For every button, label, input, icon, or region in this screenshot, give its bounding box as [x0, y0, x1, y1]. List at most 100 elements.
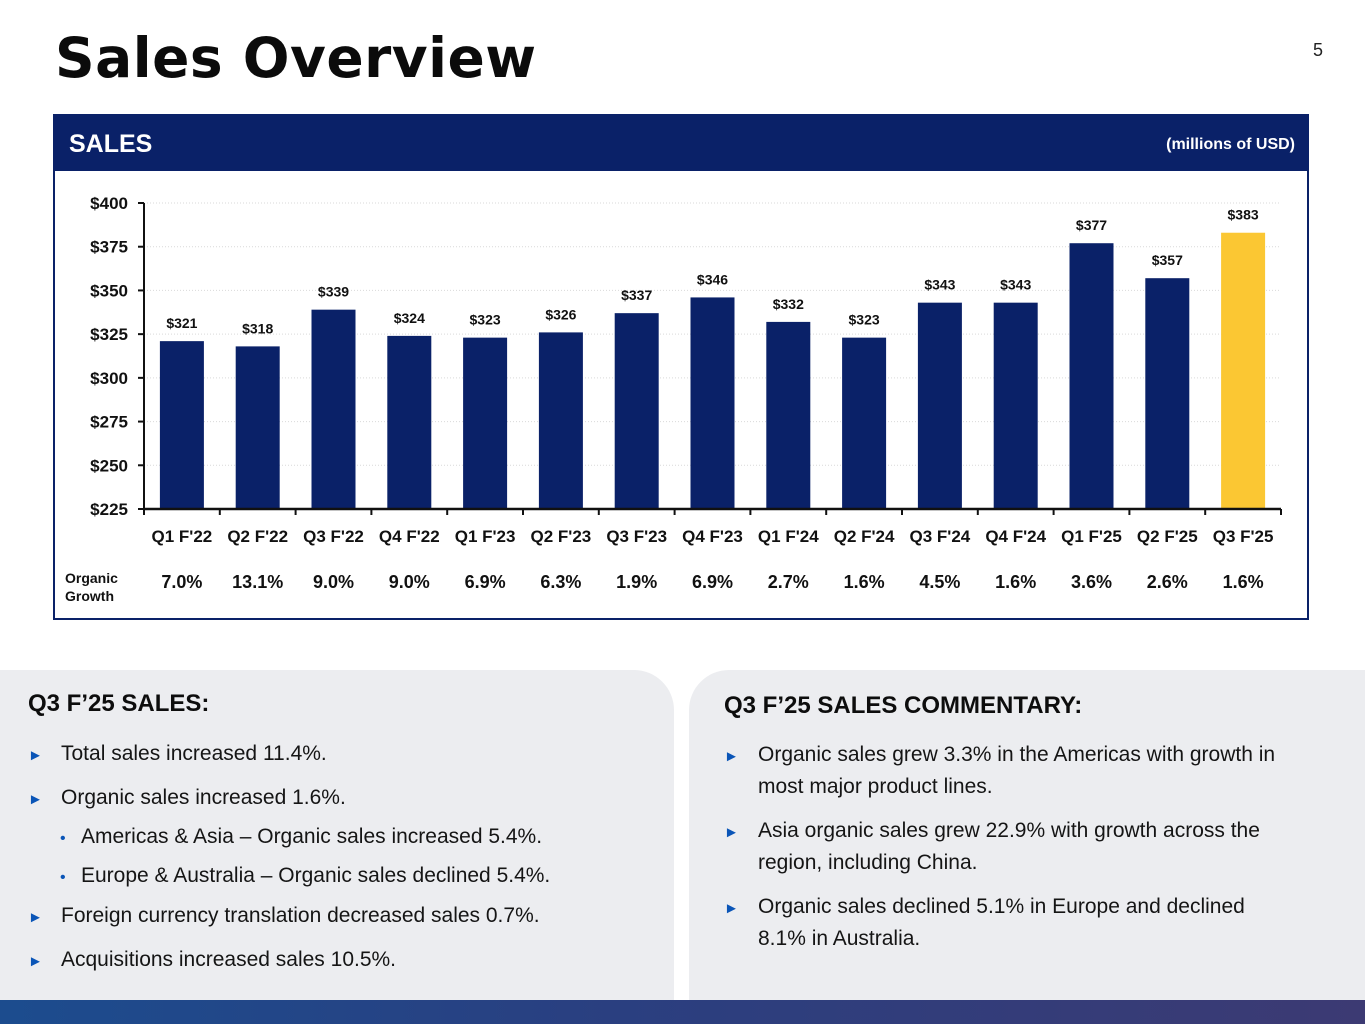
bar-9: [766, 321, 811, 509]
commentary-line: Organic sales declined 5.1% in Europe an…: [758, 895, 1245, 918]
x-tick-label: Q3 F'25: [1213, 527, 1274, 546]
bullet-arrow-icon: ►: [724, 900, 739, 917]
bar-4: [387, 335, 432, 509]
x-tick-label: Q3 F'22: [303, 527, 364, 546]
y-tick-label: $300: [90, 369, 128, 388]
organic-growth-value: 2.6%: [1147, 572, 1188, 592]
commentary-heading: Q3 F’25 SALES COMMENTARY:: [724, 692, 1083, 719]
chart-title: SALES: [69, 130, 153, 158]
bar-value-label: $318: [242, 320, 273, 336]
bar-2: [235, 346, 280, 509]
bar-value-label: $343: [924, 277, 955, 293]
commentary-line: 8.1% in Australia.: [758, 927, 921, 950]
organic-growth-value: 6.9%: [692, 572, 733, 592]
bar-value-label: $332: [773, 296, 804, 312]
bar-value-label: $383: [1228, 207, 1259, 223]
bar-value-label: $337: [621, 287, 652, 303]
bullet-dot-icon: •: [60, 869, 66, 886]
bullet-arrow-icon: ►: [724, 748, 739, 765]
bar-10: [842, 337, 887, 509]
x-tick-label: Q3 F'24: [910, 527, 971, 546]
bar-value-label: $324: [394, 310, 425, 326]
bar-value-label: $326: [545, 306, 576, 322]
x-tick-label: Q1 F'24: [758, 527, 819, 546]
bullet-arrow-icon: ►: [28, 791, 43, 808]
organic-growth-value: 1.9%: [616, 572, 657, 592]
bar-value-label: $377: [1076, 217, 1107, 233]
y-tick-label: $225: [90, 500, 128, 519]
bar-value-label: $323: [470, 312, 501, 328]
organic-growth-value: 13.1%: [232, 572, 283, 592]
x-tick-label: Q2 F'23: [531, 527, 592, 546]
organic-growth-value: 1.6%: [995, 572, 1036, 592]
organic-growth-label: Organic: [65, 570, 118, 586]
sales-sub-bullet: Americas & Asia – Organic sales increase…: [81, 825, 543, 848]
bar-11: [917, 302, 962, 509]
sales-commentary-panel: Q3 F’25 SALES COMMENTARY: ► Organic sale…: [689, 670, 1365, 1002]
sales-chart-panel: $225 $250 $275 $300 $325 $350 $375 $400 $321 $318…: [53, 114, 1309, 620]
x-tick-label: Q2 F'24: [834, 527, 895, 546]
y-tick-label: $325: [90, 325, 128, 344]
bar-13: [1069, 243, 1114, 509]
y-tick-label: $375: [90, 238, 128, 257]
bar-12: [993, 302, 1038, 509]
chart-unit: (millions of USD): [1166, 136, 1295, 153]
bar-value-label: $346: [697, 271, 728, 287]
organic-growth-value: 1.6%: [1223, 572, 1264, 592]
organic-growth-value: 1.6%: [844, 572, 885, 592]
organic-growth-value: 7.0%: [161, 572, 202, 592]
page-number: 5: [1312, 40, 1323, 60]
organic-growth-value: 6.3%: [540, 572, 581, 592]
bar-8: [690, 297, 735, 509]
bullet-dot-icon: •: [60, 830, 66, 847]
x-tick-label: Q3 F'23: [606, 527, 667, 546]
x-tick-label: Q4 F'23: [682, 527, 743, 546]
x-tick-label: Q2 F'22: [227, 527, 288, 546]
bar-value-label: $339: [318, 284, 349, 300]
bar-6: [538, 332, 583, 509]
commentary-line: most major product lines.: [758, 775, 993, 798]
commentary-line: Organic sales grew 3.3% in the Americas …: [758, 743, 1276, 766]
bar-value-label: $357: [1152, 252, 1183, 268]
bar-7: [614, 313, 659, 509]
organic-growth-value: 6.9%: [465, 572, 506, 592]
x-tick-label: Q1 F'23: [455, 527, 516, 546]
x-tick-label: Q1 F'25: [1061, 527, 1122, 546]
x-tick-label: Q4 F'24: [985, 527, 1046, 546]
y-tick-label: $400: [90, 194, 128, 213]
bar-1: [159, 341, 204, 509]
bar-value-label: $323: [849, 312, 880, 328]
footer-bar: [0, 1000, 1365, 1024]
bar-3: [311, 309, 356, 509]
bar-value-label: $321: [166, 315, 197, 331]
bar-value-label: $343: [1000, 277, 1031, 293]
sales-bullet: Organic sales increased 1.6%.: [61, 786, 346, 809]
chart-header: SALES (millions of USD): [55, 116, 1307, 171]
organic-growth-value: 9.0%: [389, 572, 430, 592]
q3-sales-heading: Q3 F’25 SALES:: [28, 690, 210, 717]
organic-growth-value: 2.7%: [768, 572, 809, 592]
y-tick-label: $275: [90, 413, 128, 432]
x-tick-label: Q2 F'25: [1137, 527, 1198, 546]
commentary-line: region, including China.: [758, 851, 978, 874]
bullet-arrow-icon: ►: [28, 747, 43, 764]
bullet-arrow-icon: ►: [28, 909, 43, 926]
x-tick-label: Q4 F'22: [379, 527, 440, 546]
q3-sales-panel: Q3 F’25 SALES: ► Total sales increased 1…: [0, 670, 674, 1002]
bullet-arrow-icon: ►: [28, 953, 43, 970]
organic-growth-value: 9.0%: [313, 572, 354, 592]
organic-growth-value: 4.5%: [919, 572, 960, 592]
x-tick-label: Q1 F'22: [152, 527, 213, 546]
sales-bar-chart: $225 $250 $275 $300 $325 $350 $375 $400 $321 $318…: [65, 194, 1282, 604]
sales-sub-bullet: Europe & Australia – Organic sales decli…: [81, 864, 551, 887]
y-tick-label: $350: [90, 281, 128, 300]
bar-5: [463, 337, 508, 509]
sales-bullet: Acquisitions increased sales 10.5%.: [61, 948, 397, 971]
sales-bullet: Total sales increased 11.4%.: [61, 742, 327, 765]
bar-14: [1145, 278, 1190, 509]
organic-growth-value: 3.6%: [1071, 572, 1112, 592]
bullet-arrow-icon: ►: [724, 824, 739, 841]
organic-growth-label: Growth: [65, 588, 114, 604]
bar-15: [1221, 232, 1266, 509]
sales-bullet: Foreign currency translation decreased s…: [61, 904, 540, 927]
